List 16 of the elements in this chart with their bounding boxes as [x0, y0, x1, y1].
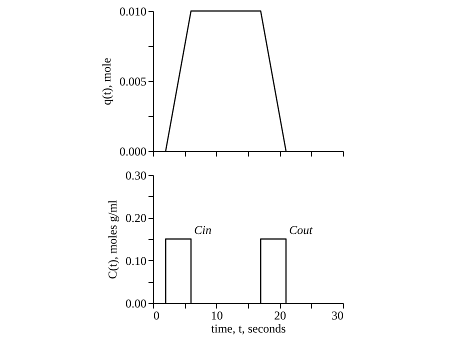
- y-tick-label: 0.000: [120, 144, 146, 158]
- y-axis-title: q(t), mole: [100, 58, 114, 106]
- y-axis-title: C(t), moles g/ml: [106, 199, 120, 279]
- y-tick-label: 0.10: [126, 254, 146, 268]
- annotation: Cout: [289, 223, 314, 237]
- y-tick-label: 0.30: [126, 168, 146, 182]
- annotation: Cin: [194, 223, 212, 237]
- y-tick-label: 0.005: [120, 74, 146, 88]
- x-tick-label: 0: [154, 308, 160, 322]
- y-tick-label: 0.20: [126, 211, 146, 226]
- y-tick-label: 0.010: [120, 4, 146, 18]
- x-tick-label: 30: [332, 308, 344, 322]
- x-tick-label: 10: [210, 308, 223, 322]
- x-axis-title: time, t, seconds: [211, 322, 286, 336]
- y-tick-label: 0.00: [126, 296, 146, 310]
- x-tick-label: 20: [274, 308, 286, 322]
